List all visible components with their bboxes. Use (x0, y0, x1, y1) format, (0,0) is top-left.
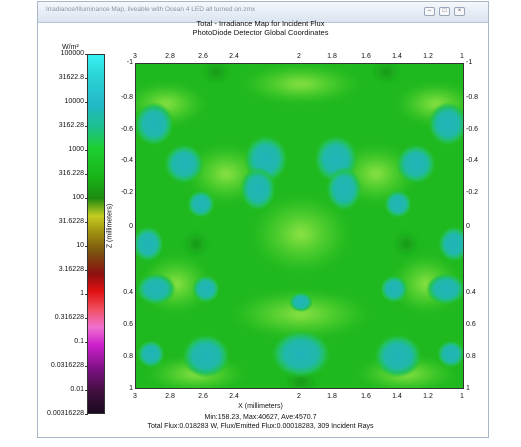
colorbar-tick-label: 10 (14, 242, 88, 250)
z-tick-label: 0.6 (123, 321, 133, 328)
z-tick-label: -0.4 (466, 157, 479, 164)
x-tick-label: 2.8 (165, 393, 175, 400)
title-bar[interactable]: Irradiance/Illuminance Map, liveable wit… (38, 2, 488, 23)
z-tick-label: -1 (126, 59, 133, 66)
colorbar-tick-label: 0.01 (14, 386, 88, 394)
x-tick-label: 1.8 (327, 393, 337, 400)
colorbar-tick-label: 3162.28 (14, 122, 88, 130)
irradiance-heatmap (136, 64, 463, 388)
z-tick-label: 0 (129, 223, 133, 230)
x-tick-label: 2.4 (229, 393, 239, 400)
colorbar-tick-label: 0.00316228 (14, 410, 88, 418)
z-tick-label: 0.6 (466, 321, 476, 328)
z-tick-label: 0.4 (123, 289, 133, 296)
x-tick-label: 1.4 (392, 393, 402, 400)
z-tick-label: 0.4 (466, 289, 476, 296)
x-tick-label: 2 (297, 53, 301, 60)
plot-subtitle: PhotoDiode Detector Global Coordinates (192, 28, 329, 37)
z-tick-label: -0.4 (120, 157, 133, 164)
z-tick-label: 1 (466, 385, 470, 392)
x-tick-label: 3 (133, 393, 137, 400)
z-tick-label: -0.8 (120, 94, 133, 101)
colorbar-tick-label: 100000 (14, 50, 88, 58)
irradiance-hotspots (136, 102, 463, 378)
maximize-icon[interactable]: □ (439, 7, 450, 16)
colorbar-tick-label: 10000 (14, 98, 88, 106)
z-tick-label: -0.6 (120, 126, 133, 133)
window-title: Irradiance/Illuminance Map, liveable wit… (46, 6, 256, 13)
colorbar-tick-label: 1000 (14, 146, 88, 154)
colorbar-tick-label: 1 (14, 290, 88, 298)
colorbar-tick-label: 0.316228 (14, 314, 88, 322)
colorbar-tick-label: 0.0316228 (14, 362, 88, 370)
x-tick-label: 2.8 (165, 53, 175, 60)
x-tick-label: 1.6 (361, 53, 371, 60)
irradiance-map (135, 63, 464, 389)
x-tick-label: 1 (460, 393, 464, 400)
x-tick-label: 1.8 (327, 53, 337, 60)
colorbar-unit: W/m² (62, 44, 79, 51)
z-tick-label: -1 (466, 59, 473, 66)
colorbar (87, 54, 105, 414)
colorbar-tick-label: 31622.8 (14, 74, 88, 82)
x-tick-label: 2.4 (229, 53, 239, 60)
colorbar-tick-label: 31.6228 (14, 218, 88, 226)
z-tick-label: 1 (129, 385, 133, 392)
x-tick-label: 1.2 (423, 393, 433, 400)
x-tick-label: 1.6 (361, 393, 371, 400)
colorbar-tick-label: 100 (14, 194, 88, 202)
z-tick-label: -0.2 (120, 189, 133, 196)
dark-regions (184, 64, 418, 388)
x-axis-label: X (millimeters) (238, 403, 283, 410)
x-tick-label: 2.6 (198, 393, 208, 400)
stats-min-max-ave: Min:158.23, Max:40627, Ave:4570.7 (204, 414, 317, 421)
z-tick-label: 0 (466, 223, 470, 230)
colorbar-tick-label: 3.16228 (14, 266, 88, 274)
z-tick-label: 0.8 (123, 353, 133, 360)
x-tick-label: 2.6 (198, 53, 208, 60)
minimize-icon[interactable]: – (424, 7, 435, 16)
x-tick-label: 1.2 (423, 53, 433, 60)
x-tick-label: 1.4 (392, 53, 402, 60)
colorbar-tick-label: 316.228 (14, 170, 88, 178)
x-tick-label: 2 (297, 393, 301, 400)
z-tick-label: 0.8 (466, 353, 476, 360)
z-tick-label: -0.6 (466, 126, 479, 133)
x-tick-label: 1 (460, 53, 464, 60)
z-tick-label: -0.2 (466, 189, 479, 196)
z-tick-label: -0.8 (466, 94, 479, 101)
close-icon[interactable]: × (454, 7, 465, 16)
stats-total-flux: Total Flux:0.018283 W, Flux/Emitted Flux… (147, 423, 374, 430)
x-tick-label: 3 (133, 53, 137, 60)
colorbar-tick-label: 0.1 (14, 338, 88, 346)
plot-title: Total - Irradiance Map for Incident Flux (196, 19, 325, 28)
